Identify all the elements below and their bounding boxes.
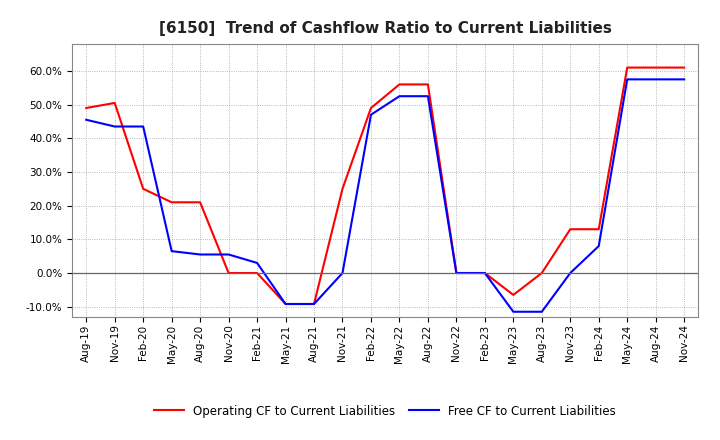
Operating CF to Current Liabilities	[167, 200, 176, 205]
Free CF to Current Liabilities	[395, 94, 404, 99]
Operating CF to Current Liabilities	[395, 82, 404, 87]
Operating CF to Current Liabilities	[366, 105, 375, 110]
Free CF to Current Liabilities	[110, 124, 119, 129]
Operating CF to Current Liabilities	[139, 186, 148, 191]
Operating CF to Current Liabilities	[253, 270, 261, 275]
Operating CF to Current Liabilities	[310, 301, 318, 307]
Operating CF to Current Liabilities	[652, 65, 660, 70]
Free CF to Current Liabilities	[423, 94, 432, 99]
Free CF to Current Liabilities	[282, 301, 290, 307]
Free CF to Current Liabilities	[452, 270, 461, 275]
Title: [6150]  Trend of Cashflow Ratio to Current Liabilities: [6150] Trend of Cashflow Ratio to Curren…	[159, 21, 611, 36]
Free CF to Current Liabilities	[253, 260, 261, 266]
Free CF to Current Liabilities	[480, 270, 489, 275]
Free CF to Current Liabilities	[366, 112, 375, 117]
Operating CF to Current Liabilities	[282, 301, 290, 307]
Free CF to Current Liabilities	[623, 77, 631, 82]
Free CF to Current Liabilities	[537, 309, 546, 315]
Free CF to Current Liabilities	[167, 249, 176, 254]
Free CF to Current Liabilities	[82, 117, 91, 122]
Line: Free CF to Current Liabilities: Free CF to Current Liabilities	[86, 79, 684, 312]
Operating CF to Current Liabilities	[480, 270, 489, 275]
Line: Operating CF to Current Liabilities: Operating CF to Current Liabilities	[86, 68, 684, 304]
Free CF to Current Liabilities	[652, 77, 660, 82]
Operating CF to Current Liabilities	[680, 65, 688, 70]
Operating CF to Current Liabilities	[509, 292, 518, 297]
Operating CF to Current Liabilities	[423, 82, 432, 87]
Operating CF to Current Liabilities	[225, 270, 233, 275]
Free CF to Current Liabilities	[595, 243, 603, 249]
Operating CF to Current Liabilities	[82, 105, 91, 110]
Operating CF to Current Liabilities	[338, 186, 347, 191]
Free CF to Current Liabilities	[338, 270, 347, 275]
Free CF to Current Liabilities	[680, 77, 688, 82]
Operating CF to Current Liabilities	[452, 270, 461, 275]
Free CF to Current Liabilities	[509, 309, 518, 315]
Legend: Operating CF to Current Liabilities, Free CF to Current Liabilities: Operating CF to Current Liabilities, Fre…	[154, 404, 616, 418]
Operating CF to Current Liabilities	[623, 65, 631, 70]
Operating CF to Current Liabilities	[595, 227, 603, 232]
Free CF to Current Liabilities	[225, 252, 233, 257]
Free CF to Current Liabilities	[139, 124, 148, 129]
Free CF to Current Liabilities	[310, 301, 318, 307]
Operating CF to Current Liabilities	[110, 100, 119, 106]
Operating CF to Current Liabilities	[196, 200, 204, 205]
Operating CF to Current Liabilities	[537, 270, 546, 275]
Free CF to Current Liabilities	[196, 252, 204, 257]
Operating CF to Current Liabilities	[566, 227, 575, 232]
Free CF to Current Liabilities	[566, 270, 575, 275]
